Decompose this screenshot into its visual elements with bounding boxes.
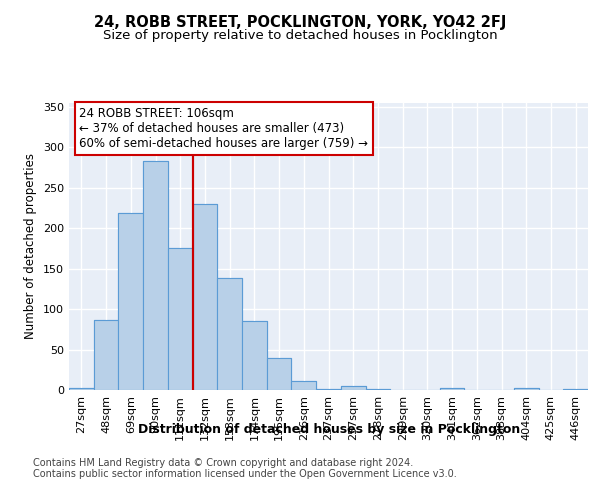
Bar — [440, 388, 464, 390]
Bar — [143, 161, 168, 390]
Bar — [267, 358, 292, 390]
Bar — [217, 278, 242, 390]
Bar — [118, 214, 143, 390]
Bar — [514, 388, 539, 390]
Bar — [440, 388, 464, 390]
Bar — [341, 386, 365, 390]
Bar — [168, 248, 193, 390]
Text: 24, ROBB STREET, POCKLINGTON, YORK, YO42 2FJ: 24, ROBB STREET, POCKLINGTON, YORK, YO42… — [94, 15, 506, 30]
Text: Contains HM Land Registry data © Crown copyright and database right 2024.
Contai: Contains HM Land Registry data © Crown c… — [33, 458, 457, 479]
Bar — [563, 389, 588, 390]
Bar — [94, 320, 118, 390]
Text: Distribution of detached houses by size in Pocklington: Distribution of detached houses by size … — [137, 422, 520, 436]
Bar — [143, 161, 168, 390]
Bar — [168, 248, 193, 390]
Bar — [341, 386, 365, 390]
Bar — [316, 389, 341, 390]
Bar — [217, 278, 242, 390]
Bar — [193, 204, 217, 390]
Bar — [193, 204, 217, 390]
Bar — [267, 358, 292, 390]
Text: 24 ROBB STREET: 106sqm
← 37% of detached houses are smaller (473)
60% of semi-de: 24 ROBB STREET: 106sqm ← 37% of detached… — [79, 107, 368, 150]
Bar — [563, 389, 588, 390]
Bar — [242, 321, 267, 390]
Bar — [316, 389, 341, 390]
Bar — [292, 381, 316, 390]
Bar — [365, 389, 390, 390]
Text: Size of property relative to detached houses in Pocklington: Size of property relative to detached ho… — [103, 28, 497, 42]
Bar — [292, 381, 316, 390]
Bar — [118, 214, 143, 390]
Bar — [69, 388, 94, 390]
Bar — [514, 388, 539, 390]
Bar — [365, 389, 390, 390]
Bar — [242, 321, 267, 390]
Bar — [94, 320, 118, 390]
Bar — [69, 388, 94, 390]
Y-axis label: Number of detached properties: Number of detached properties — [25, 153, 37, 340]
